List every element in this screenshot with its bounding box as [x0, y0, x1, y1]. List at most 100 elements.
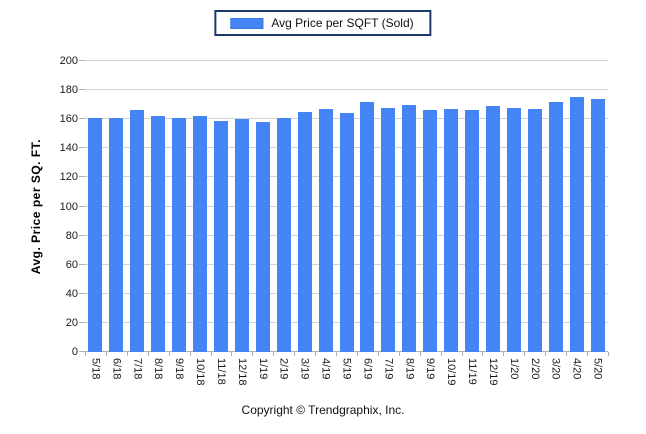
- x-label-6/18: 6/18: [110, 358, 123, 380]
- y-tick-80: [79, 234, 85, 236]
- x-boundary-tick-8: [252, 352, 253, 356]
- x-boundary-tick-21: [524, 352, 525, 356]
- y-tick-label-0: 0: [71, 346, 78, 358]
- bar-4/20: [569, 97, 584, 352]
- y-tick-20: [79, 321, 85, 323]
- bar-4/19: [318, 109, 333, 352]
- legend-label: Avg Price per SQFT (Sold): [271, 16, 414, 30]
- x-label-11/18: 11/18: [214, 358, 227, 385]
- x-boundary-tick-15: [399, 352, 400, 356]
- x-boundary-tick-12: [336, 352, 337, 356]
- bar-5/18: [88, 118, 103, 352]
- x-boundary-tick-19: [482, 352, 483, 356]
- x-label-10/19: 10/19: [445, 358, 458, 386]
- x-boundary-tick-16: [420, 352, 421, 356]
- y-tick-label-180: 180: [59, 84, 78, 97]
- bar-11/18: [213, 121, 228, 352]
- x-boundary-tick-7: [231, 352, 232, 356]
- x-boundary-tick-1: [106, 352, 107, 356]
- x-label-2/19: 2/19: [277, 358, 290, 380]
- y-tick-200: [79, 60, 85, 61]
- bar-3/20: [548, 102, 563, 352]
- x-boundary-tick-9: [273, 352, 274, 356]
- bar-10/19: [444, 109, 459, 352]
- y-tick-label-40: 40: [65, 287, 78, 300]
- x-boundary-tick-3: [148, 352, 149, 356]
- bar-6/19: [360, 102, 375, 352]
- y-tick-label-160: 160: [59, 113, 78, 126]
- x-label-1/19: 1/19: [256, 358, 269, 380]
- bar-5/20: [590, 99, 605, 352]
- x-label-3/20: 3/20: [549, 358, 562, 380]
- x-label-4/20: 4/20: [570, 358, 583, 380]
- x-label-8/18: 8/18: [152, 358, 165, 380]
- copyright-text: Copyright © Trendgraphix, Inc.: [241, 403, 405, 417]
- bar-5/19: [339, 113, 354, 352]
- x-label-5/19: 5/19: [340, 358, 353, 380]
- legend: Avg Price per SQFT (Sold): [214, 10, 432, 36]
- gridline-180: [85, 89, 608, 91]
- x-label-4/19: 4/19: [319, 358, 332, 380]
- bar-11/19: [465, 110, 480, 352]
- y-tick-label-20: 20: [65, 316, 78, 329]
- x-label-3/19: 3/19: [298, 358, 311, 380]
- legend-swatch: [230, 17, 264, 29]
- x-boundary-tick-24: [587, 352, 588, 356]
- x-boundary-tick-11: [315, 352, 316, 356]
- plot-area: [79, 60, 608, 352]
- x-boundary-tick-6: [211, 352, 212, 356]
- x-boundary-tick-23: [566, 352, 567, 356]
- bar-12/18: [234, 119, 249, 352]
- bar-6/18: [109, 118, 124, 352]
- bar-1/20: [506, 108, 521, 352]
- x-label-2/20: 2/20: [528, 358, 541, 380]
- y-tick-160: [79, 118, 85, 120]
- x-boundary-tick-14: [378, 352, 379, 356]
- x-boundary-tick-22: [545, 352, 546, 356]
- x-boundary-tick-10: [294, 352, 295, 356]
- y-tick-100: [79, 205, 85, 207]
- x-boundary-tick-18: [462, 352, 463, 356]
- y-tick-label-60: 60: [65, 258, 78, 271]
- x-label-12/18: 12/18: [235, 358, 248, 386]
- gridline-200: [85, 60, 608, 61]
- x-boundary-tick-25: [608, 352, 609, 356]
- x-label-7/18: 7/18: [131, 358, 144, 380]
- y-tick-140: [79, 147, 85, 149]
- y-tick-label-120: 120: [59, 171, 78, 184]
- y-tick-label-80: 80: [65, 229, 78, 242]
- bar-8/18: [151, 116, 166, 352]
- y-tick-60: [79, 263, 85, 265]
- x-label-10/18: 10/18: [194, 358, 207, 386]
- bar-2/20: [527, 109, 542, 352]
- y-tick-180: [79, 89, 85, 91]
- y-tick-label-140: 140: [59, 142, 78, 155]
- x-label-9/19: 9/19: [424, 358, 437, 380]
- bar-9/19: [423, 110, 438, 352]
- x-label-12/19: 12/19: [486, 358, 499, 386]
- x-boundary-tick-0: [85, 352, 86, 356]
- bar-1/19: [255, 122, 270, 352]
- x-label-6/19: 6/19: [361, 358, 374, 380]
- bar-2/19: [276, 118, 291, 352]
- bar-9/18: [172, 118, 187, 352]
- x-boundary-tick-4: [169, 352, 170, 356]
- bar-10/18: [193, 116, 208, 352]
- x-label-9/18: 9/18: [173, 358, 186, 380]
- y-tick-label-100: 100: [59, 200, 78, 213]
- x-boundary-tick-17: [441, 352, 442, 356]
- x-label-1/20: 1/20: [507, 358, 520, 380]
- bar-12/19: [485, 106, 500, 352]
- x-label-11/19: 11/19: [466, 358, 479, 385]
- bar-8/19: [402, 105, 417, 352]
- x-boundary-tick-20: [503, 352, 504, 356]
- x-boundary-tick-13: [357, 352, 358, 356]
- x-label-5/20: 5/20: [591, 358, 604, 380]
- x-boundary-tick-2: [127, 352, 128, 356]
- bar-3/19: [297, 112, 312, 352]
- y-tick-120: [79, 176, 85, 178]
- y-tick-label-200: 200: [59, 55, 78, 67]
- x-label-8/19: 8/19: [403, 358, 416, 380]
- x-boundary-tick-5: [190, 352, 191, 356]
